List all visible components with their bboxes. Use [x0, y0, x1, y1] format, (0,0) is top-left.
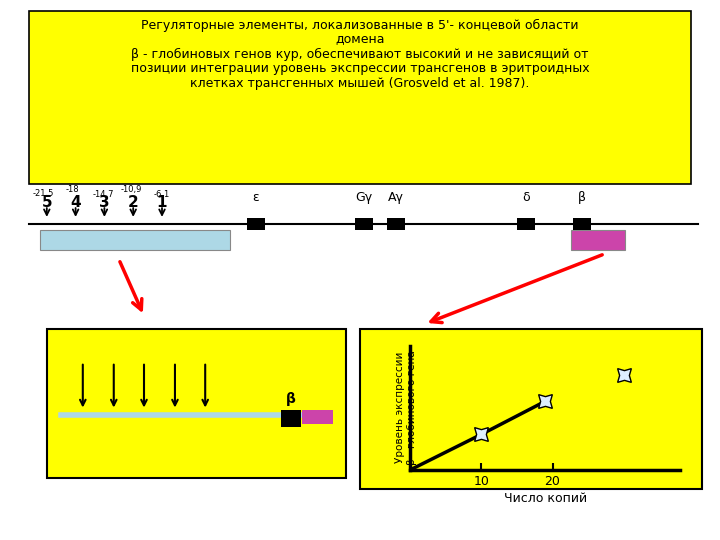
- Y-axis label: Уровень экспрессии
β - глобинового гена: Уровень экспрессии β - глобинового гена: [395, 350, 417, 465]
- Bar: [573, 218, 591, 230]
- Text: Gγ: Gγ: [355, 191, 372, 204]
- Text: 3: 3: [99, 195, 109, 211]
- Bar: [571, 230, 625, 250]
- Text: домена: домена: [336, 32, 384, 45]
- X-axis label: Число копий: Число копий: [504, 492, 587, 505]
- Bar: [281, 410, 301, 427]
- Text: 2: 2: [128, 195, 138, 211]
- Bar: [29, 11, 691, 184]
- Text: β: β: [577, 191, 586, 204]
- Text: -14,7: -14,7: [92, 190, 114, 199]
- Text: 1: 1: [157, 195, 167, 211]
- Text: β: β: [286, 392, 296, 406]
- Bar: [302, 410, 333, 424]
- Text: Регуляторные элементы, локализованные в 5'- концевой области: Регуляторные элементы, локализованные в …: [141, 19, 579, 32]
- Text: -18: -18: [66, 185, 78, 194]
- Text: клетках трансгенных мышей (Grosveld et al. 1987).: клетках трансгенных мышей (Grosveld et a…: [190, 77, 530, 90]
- Bar: [40, 230, 230, 250]
- Text: -6,1: -6,1: [154, 190, 170, 199]
- Bar: [246, 218, 265, 230]
- Text: Aγ: Aγ: [388, 191, 404, 204]
- Text: 4: 4: [71, 195, 81, 211]
- Text: δ: δ: [522, 191, 529, 204]
- Bar: [360, 329, 702, 489]
- Text: позиции интеграции уровень экспрессии трансгенов в эритроидных: позиции интеграции уровень экспрессии тр…: [131, 62, 589, 75]
- Text: β - глобиновых генов кур, обеспечивают высокий и не зависящий от: β - глобиновых генов кур, обеспечивают в…: [131, 48, 589, 60]
- Text: 5: 5: [42, 195, 52, 211]
- Bar: [47, 329, 346, 478]
- Bar: [387, 218, 405, 230]
- Bar: [355, 218, 373, 230]
- Text: -10,9: -10,9: [121, 185, 143, 194]
- Bar: [517, 218, 534, 230]
- Text: -21,5: -21,5: [32, 189, 54, 198]
- Text: ε: ε: [252, 191, 259, 204]
